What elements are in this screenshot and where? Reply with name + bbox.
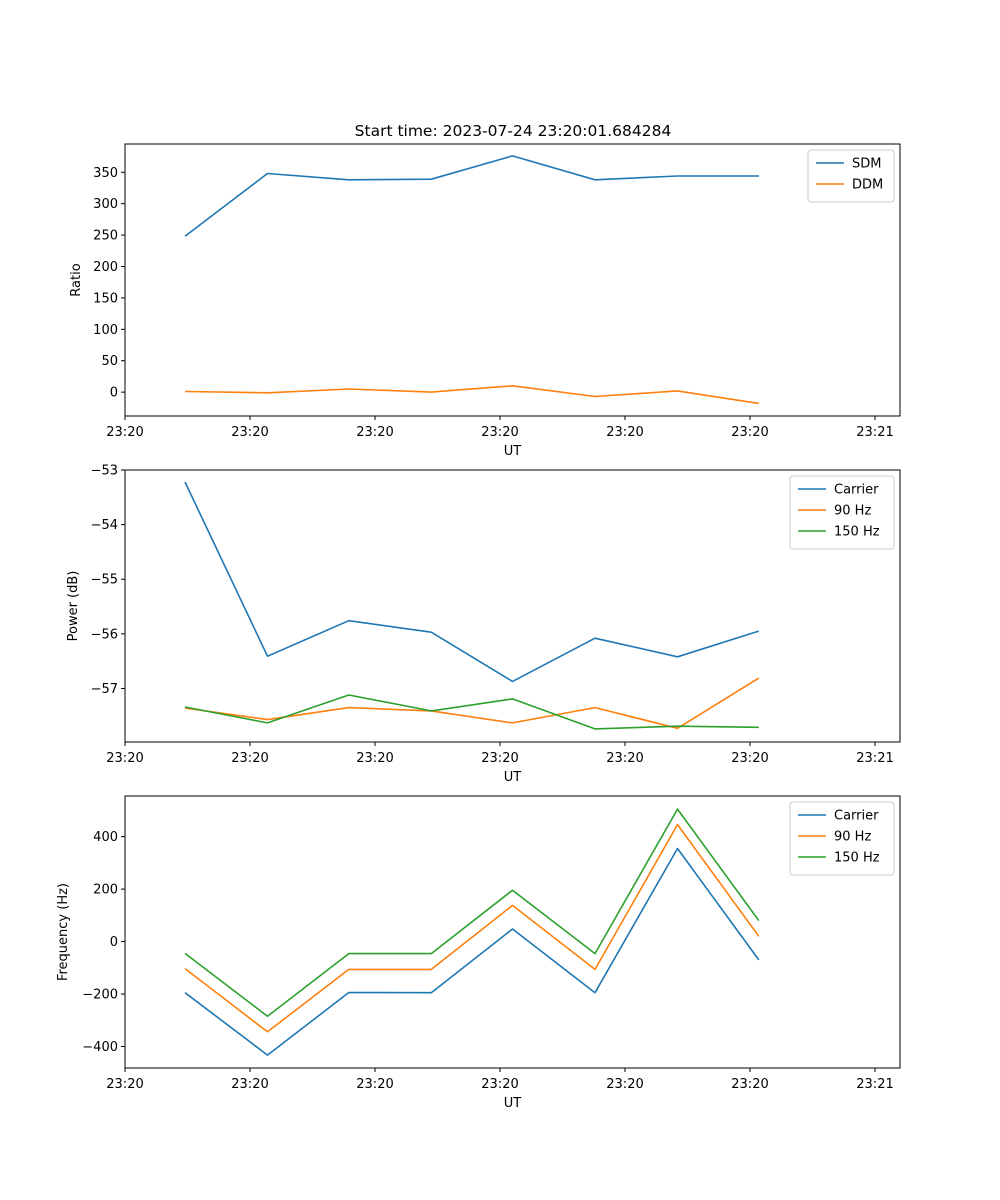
x-tick-label: 23:20 — [356, 1077, 393, 1092]
x-tick-label: 23:20 — [106, 425, 143, 440]
y-tick-label: 200 — [93, 883, 118, 898]
y-tick-label: −200 — [82, 988, 118, 1003]
axes-frame — [124, 143, 901, 417]
legend-entry: 150 Hz — [834, 851, 880, 866]
legend-entry: SDM — [852, 157, 881, 172]
x-tick-label: 23:21 — [856, 751, 893, 766]
chart-title: Start time: 2023-07-24 23:20:01.684284 — [355, 122, 672, 140]
chart-panel-1: 0 50 100 150 200 250 300 350 23:20 23:20 23:20 23:2… — [69, 143, 901, 459]
y-tick-label: 200 — [93, 260, 118, 275]
legend-entry: DDM — [852, 178, 883, 193]
x-tick-label: 23:20 — [731, 751, 768, 766]
y-tick-label: 0 — [110, 386, 118, 401]
x-tick-label: 23:20 — [106, 1077, 143, 1092]
x-tick-label: 23:21 — [856, 425, 893, 440]
chart-panel-2: −53 −54 −55 −56 −57 23:20 23:20 23:20 23:20 23:20… — [66, 464, 901, 785]
y-tick-label: 100 — [93, 323, 118, 338]
x-tick-label: 23:20 — [481, 425, 518, 440]
series-line-90-hz — [184, 823, 760, 1033]
x-tick-label: 23:20 — [606, 425, 643, 440]
x-tick-label: 23:20 — [481, 1077, 518, 1092]
legend: Carrier 90 Hz 150 Hz — [789, 475, 895, 550]
x-axis-label: UT — [504, 444, 522, 459]
legend-entry: 150 Hz — [834, 525, 880, 540]
y-tick-label: 400 — [93, 830, 118, 845]
x-tick-label: 23:20 — [731, 425, 768, 440]
series-line-carrier — [184, 481, 760, 683]
x-tick-label: 23:20 — [356, 425, 393, 440]
y-tick-label: 0 — [110, 935, 118, 950]
x-tick-label: 23:20 — [606, 1077, 643, 1092]
y-tick-label: −53 — [91, 464, 118, 479]
axes-frame — [124, 469, 901, 743]
chart-panel-3: −400 −200 0 200 400 23:20 23:20 23:20 23:20 23:20… — [56, 795, 901, 1111]
x-axis-label: UT — [504, 1096, 522, 1111]
y-tick-label: 50 — [101, 354, 118, 369]
series-line-ddm — [184, 384, 759, 405]
legend-entry: Carrier — [834, 809, 879, 824]
x-tick-label: 23:21 — [856, 1077, 893, 1092]
legend-entry: 90 Hz — [834, 830, 871, 845]
y-tick-label: 250 — [93, 229, 118, 244]
x-tick-label: 23:20 — [606, 751, 643, 766]
x-tick-label: 23:20 — [356, 751, 393, 766]
y-tick-label: −54 — [91, 518, 118, 533]
y-tick-label: 150 — [93, 291, 118, 306]
series-line-150-hz — [184, 808, 760, 1018]
y-tick-label: −400 — [82, 1040, 118, 1055]
y-tick-label: −56 — [91, 627, 118, 642]
x-tick-label: 23:20 — [481, 751, 518, 766]
legend-entry: Carrier — [834, 483, 879, 498]
series-line-150-hz — [184, 694, 759, 730]
series-line-90-hz — [184, 677, 760, 730]
x-tick-label: 23:20 — [231, 751, 268, 766]
y-axis-label: Power (dB) — [66, 571, 81, 642]
legend-entry: 90 Hz — [834, 504, 871, 519]
x-tick-label: 23:20 — [731, 1077, 768, 1092]
x-tick-label: 23:20 — [106, 751, 143, 766]
series-line-carrier — [184, 847, 760, 1056]
y-tick-label: 350 — [93, 166, 118, 181]
axes-frame — [124, 795, 901, 1069]
legend: SDM DDM — [807, 149, 895, 203]
y-tick-label: 300 — [93, 197, 118, 212]
legend: Carrier 90 Hz 150 Hz — [789, 801, 895, 876]
y-tick-label: −57 — [91, 682, 118, 697]
x-tick-label: 23:20 — [231, 425, 268, 440]
series-line-sdm — [184, 155, 759, 237]
y-axis-label: Ratio — [69, 263, 84, 296]
y-axis-label: Frequency (Hz) — [56, 883, 71, 981]
y-tick-label: −55 — [91, 573, 118, 588]
x-tick-label: 23:20 — [231, 1077, 268, 1092]
x-axis-label: UT — [504, 770, 522, 785]
